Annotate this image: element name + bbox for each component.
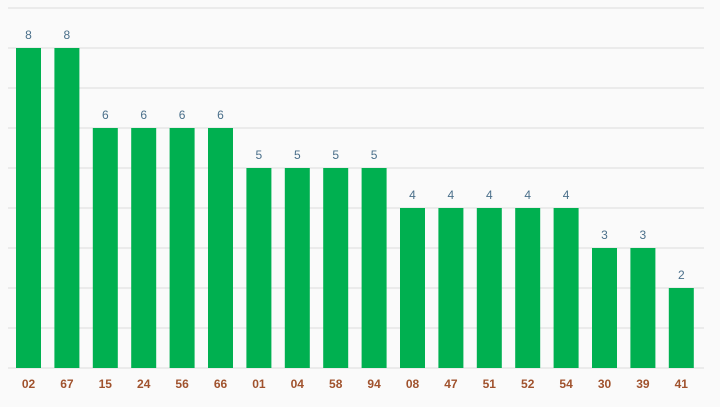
- value-label: 8: [25, 28, 32, 42]
- value-label: 5: [371, 148, 378, 162]
- value-label: 5: [332, 148, 339, 162]
- bar: [16, 48, 41, 368]
- x-tick-label: 15: [99, 377, 113, 391]
- bar: [438, 208, 464, 368]
- x-tick-label: 94: [367, 377, 381, 391]
- value-label: 4: [448, 188, 455, 202]
- x-tick-label: 24: [137, 377, 151, 391]
- bar: [323, 168, 349, 368]
- x-tick-label: 54: [559, 377, 573, 391]
- value-label: 6: [140, 108, 147, 122]
- bar: [169, 128, 195, 368]
- value-label: 6: [179, 108, 186, 122]
- bar: [476, 208, 502, 368]
- bar: [246, 168, 272, 368]
- x-tick-label: 52: [521, 377, 535, 391]
- bar: [400, 208, 425, 368]
- value-label: 3: [640, 228, 647, 242]
- x-tick-label: 56: [175, 377, 189, 391]
- x-tick-label: 39: [636, 377, 650, 391]
- x-tick-label: 01: [252, 377, 266, 391]
- x-tick-label: 30: [598, 377, 612, 391]
- bar: [668, 288, 694, 368]
- bar: [630, 248, 656, 368]
- value-label: 4: [524, 188, 531, 202]
- bar: [284, 168, 310, 368]
- x-tick-label: 66: [214, 377, 228, 391]
- x-tick-label: 08: [406, 377, 420, 391]
- bar: [208, 128, 233, 368]
- x-tick-label: 02: [22, 377, 36, 391]
- bar: [92, 128, 118, 368]
- value-label: 3: [601, 228, 608, 242]
- x-tick-label: 67: [60, 377, 74, 391]
- bar: [553, 208, 579, 368]
- value-label: 2: [678, 268, 685, 282]
- value-label: 4: [409, 188, 416, 202]
- value-label: 4: [563, 188, 570, 202]
- value-label: 5: [256, 148, 263, 162]
- bar: [515, 208, 541, 368]
- bar: [361, 168, 387, 368]
- bar: [54, 48, 80, 368]
- value-label: 4: [486, 188, 493, 202]
- x-tick-label: 51: [483, 377, 497, 391]
- x-tick-label: 04: [291, 377, 305, 391]
- value-label: 6: [102, 108, 109, 122]
- bar: [592, 248, 617, 368]
- value-label: 8: [64, 28, 71, 42]
- value-label: 5: [294, 148, 301, 162]
- value-label: 6: [217, 108, 224, 122]
- x-tick-label: 47: [444, 377, 458, 391]
- bar: [131, 128, 157, 368]
- x-tick-label: 58: [329, 377, 343, 391]
- x-tick-label: 41: [675, 377, 689, 391]
